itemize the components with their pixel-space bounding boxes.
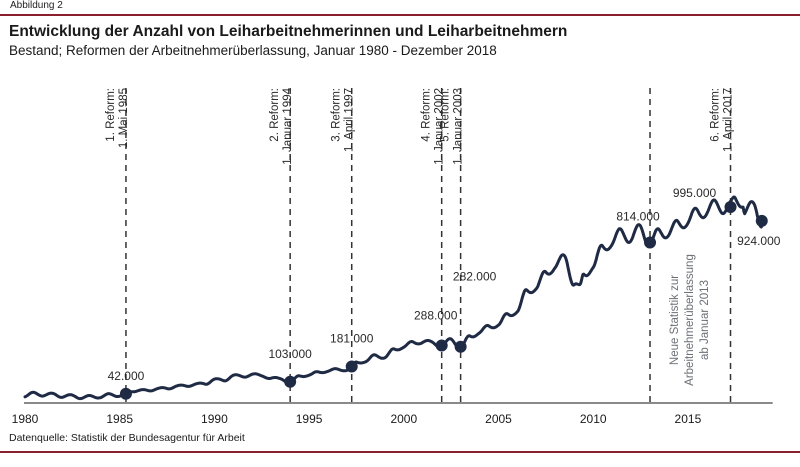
data-point-marker	[284, 375, 297, 388]
data-point-label: 42.000	[108, 369, 145, 383]
annotation-layer: 42.000 103.000 181.000 288.000 282.000 814.00…	[108, 186, 781, 383]
statistics-note-text: Neue Statistik zur	[669, 275, 681, 365]
top-rule	[0, 14, 800, 16]
series-line	[23, 195, 763, 401]
reform-label-title: 3. Reform:	[331, 88, 343, 142]
x-tick-label: 2005	[485, 412, 512, 426]
bottom-rule	[0, 451, 800, 453]
data-point-marker	[345, 360, 358, 373]
x-tick-label: 2010	[580, 412, 607, 426]
data-point-label: 282.000	[453, 270, 497, 284]
statistics-note-text: ab Januar 2013	[699, 280, 711, 360]
data-point-marker	[755, 214, 768, 227]
x-tick-label: 1980	[12, 412, 39, 426]
reform-label-date: 1. April 2017	[723, 88, 735, 152]
data-point-label: 995.000	[673, 186, 717, 200]
reform-label-date: 1. Januar 1994	[282, 87, 294, 164]
data-point-label: 181.000	[330, 332, 374, 346]
figure-label: Abbildung 2	[10, 0, 63, 11]
x-tick-label: 2015	[675, 412, 702, 426]
reform-label-title: 6. Reform:	[710, 88, 722, 142]
x-tick-label: 1995	[296, 412, 323, 426]
data-point-label: 103.000	[268, 347, 312, 361]
reform-reference-lines: 1. Reform: 1. Mai 1985 2. Reform: 1. Januar…	[105, 87, 735, 403]
reform-label-title: 5. Reform:	[440, 88, 452, 142]
data-point-marker	[724, 200, 737, 213]
reform-label-title: 1. Reform:	[105, 88, 117, 142]
chart-subtitle: Bestand; Reformen der Arbeitnehmerüberla…	[9, 43, 497, 58]
data-source-note: Datenquelle: Statistik der Bundesagentur…	[9, 432, 245, 444]
reform-label-date: 1. Januar 2002	[434, 88, 446, 165]
x-tick-label: 2000	[390, 412, 417, 426]
series-layer	[23, 195, 763, 401]
data-point-marker	[454, 340, 467, 353]
data-point-label: 924.000	[737, 234, 781, 248]
x-axis: 1980 1985 1990 1995 2000 2005 2010 2015	[12, 402, 773, 426]
chart-title: Entwicklung der Anzahl von Leiharbeitneh…	[9, 23, 568, 40]
reform-label-date: 1. Mai 1985	[118, 88, 130, 148]
reform-label-date: 1. Januar 2003	[453, 88, 465, 165]
data-point-marker	[119, 387, 132, 400]
data-point-label: 814.000	[616, 209, 660, 223]
x-tick-label: 1985	[106, 412, 133, 426]
reform-label-date: 1. April 1997	[344, 88, 356, 152]
data-point-marker	[644, 236, 657, 249]
statistics-note-text: Arbeitnehmerüberlassung	[684, 254, 696, 386]
reform-label-title: 2. Reform:	[269, 88, 281, 142]
data-point-label: 288.000	[414, 309, 458, 323]
data-point-marker	[435, 339, 448, 352]
reform-label-title: 4. Reform:	[421, 88, 433, 142]
x-tick-label: 1990	[201, 412, 228, 426]
highlighted-points	[119, 200, 768, 400]
